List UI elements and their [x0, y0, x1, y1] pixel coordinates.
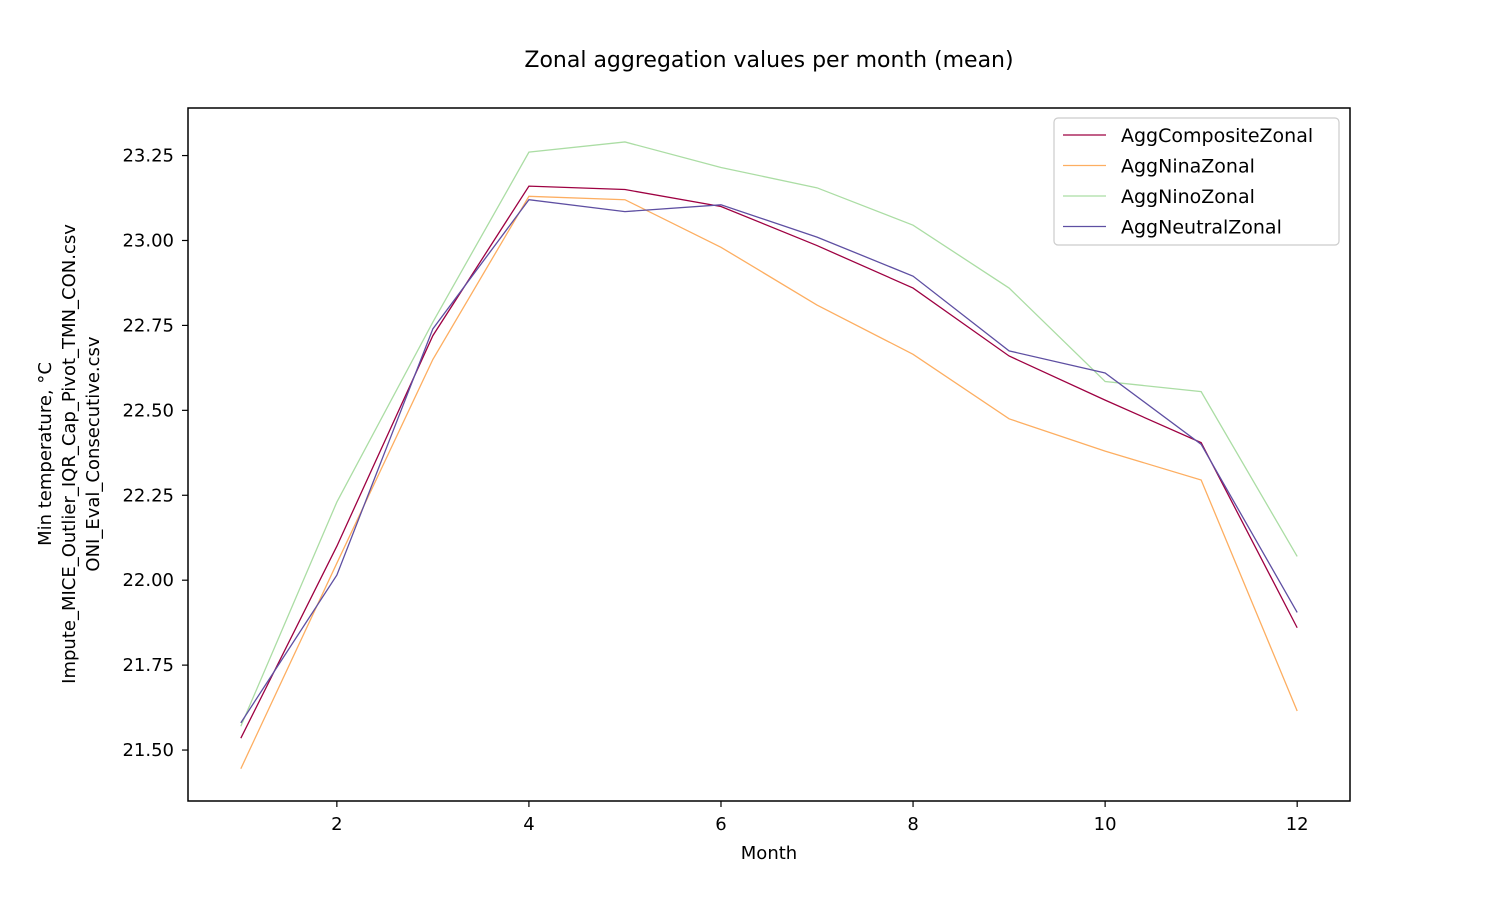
x-tick-label: 8: [907, 814, 918, 835]
legend-box: [1053, 117, 1340, 246]
y-tick-label: 21.50: [122, 740, 174, 761]
plot-frame: [187, 107, 1351, 802]
y-tick-label: 23.25: [122, 146, 174, 167]
x-tick-label: 6: [715, 814, 726, 835]
x-axis-label: Month: [741, 843, 797, 864]
y-tick-label: 23.00: [122, 230, 174, 251]
x-axis-ticks: 2 4 6 8 10 12: [331, 801, 1309, 835]
y-axis-ticks: 21.50 21.75 22.00 22.25 22.50 22.75 23.00 23.25: [122, 146, 188, 761]
y-axis-label-line-3: ONI_Eval_Consecutive.csv: [83, 336, 104, 572]
y-axis-label: Min temperature, °C Impute_MICE_Outlier_…: [35, 224, 104, 684]
y-axis-label-line-2: Impute_MICE_Outlier_IQR_Cap_Pivot_TMN_CO…: [59, 224, 80, 684]
y-tick-label: 22.25: [122, 485, 174, 506]
legend-label: AggNeutralZonal: [1121, 217, 1282, 239]
x-tick-label: 10: [1094, 814, 1117, 835]
plot-series-group: [240, 141, 1298, 770]
chart-title: Zonal aggregation values per month (mean…: [524, 48, 1013, 73]
x-tick-label: 12: [1286, 814, 1309, 835]
legend-label: AggNinaZonal: [1121, 156, 1255, 178]
y-tick-label: 22.50: [122, 400, 174, 421]
legend: AggCompositeZonal AggNinaZonal AggNinoZona…: [1053, 117, 1340, 246]
y-tick-label: 22.00: [122, 570, 174, 591]
legend-label: AggNinoZonal: [1121, 186, 1255, 208]
y-axis-label-line-1: Min temperature, °C: [35, 362, 56, 546]
series-line-AggNeutralZonal: [240, 199, 1298, 724]
legend-label: AggCompositeZonal: [1121, 125, 1313, 147]
y-tick-label: 21.75: [122, 655, 174, 676]
y-tick-label: 22.75: [122, 315, 174, 336]
series-line-AggCompositeZonal: [240, 185, 1298, 739]
series-line-AggNinoZonal: [240, 141, 1298, 727]
x-tick-label: 2: [331, 814, 342, 835]
series-line-AggNinaZonal: [240, 195, 1298, 770]
x-tick-label: 4: [523, 814, 534, 835]
